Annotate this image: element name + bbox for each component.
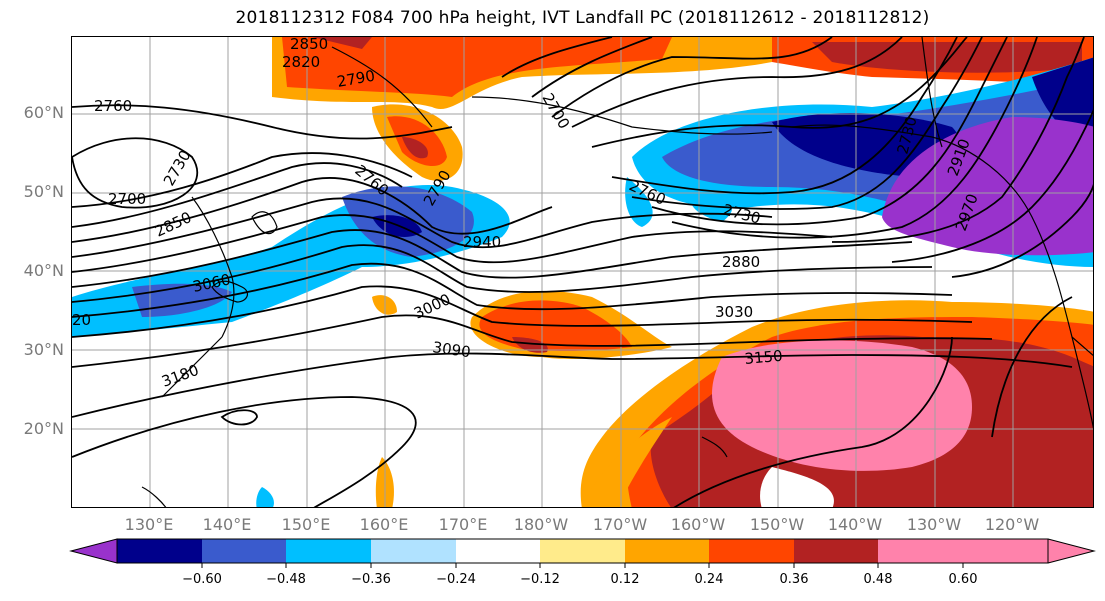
lat-label: 30°N xyxy=(23,340,64,359)
colorbar-tick-label: 0.36 xyxy=(779,572,809,587)
colorbar-arrow-right xyxy=(963,539,1094,563)
colorbar-bin xyxy=(540,539,625,563)
lon-label: 170°W xyxy=(592,515,648,534)
lon-label: 130°E xyxy=(124,515,174,534)
colorbar-tick-label: −0.24 xyxy=(436,572,476,587)
lon-label: 150°E xyxy=(281,515,331,534)
colorbar-bin xyxy=(878,539,963,563)
contour-label: 2730 xyxy=(160,147,195,189)
map-canvas: 2850 2820 2790 2760 2700 2730 2790 2760 … xyxy=(72,37,1093,507)
colorbar-tick-label: −0.48 xyxy=(266,572,306,587)
colorbar-bin xyxy=(709,539,794,563)
contour-label: 3150 xyxy=(744,347,784,368)
contour-label: 3180 xyxy=(159,361,201,391)
colorbar-bin xyxy=(625,539,709,563)
contour-label: 2820 xyxy=(282,53,320,71)
lon-label: 150°W xyxy=(749,515,805,534)
lon-label: 180°W xyxy=(513,515,569,534)
colorbar-bin xyxy=(794,539,878,563)
map-title: 2018112312 F084 700 hPa height, IVT Land… xyxy=(235,8,930,28)
colorbar-tick-label: 0.24 xyxy=(694,572,724,587)
lon-label: 140°E xyxy=(202,515,252,534)
map-panel: 2850 2820 2790 2760 2700 2730 2790 2760 … xyxy=(71,36,1094,508)
lon-label: 160°W xyxy=(670,515,726,534)
contour-label: 2760 xyxy=(94,97,132,115)
colorbar-tick-label: 0.60 xyxy=(948,572,978,587)
colorbar-tick-label: 0.48 xyxy=(863,572,893,587)
colorbar-bin xyxy=(286,539,371,563)
contour-label: 3030 xyxy=(715,303,753,321)
lon-label: 140°W xyxy=(827,515,883,534)
colorbar-bin xyxy=(202,539,286,563)
colorbar-bin xyxy=(371,539,456,563)
colorbar-arrow-left xyxy=(69,538,118,564)
contour-label: 2700 xyxy=(539,90,574,132)
colorbar-bin xyxy=(117,539,202,563)
contour-label: 2880 xyxy=(722,253,760,271)
lon-label: 120°W xyxy=(984,515,1040,534)
height-contours xyxy=(72,37,1093,507)
lon-label: 170°E xyxy=(438,515,488,534)
contour-label: 2700 xyxy=(108,190,146,208)
contour-label: 2850 xyxy=(290,37,328,53)
lat-label: 60°N xyxy=(23,103,64,122)
contour-label: 2940 xyxy=(463,233,501,251)
colorbar-bin xyxy=(456,539,540,563)
lon-label: 160°E xyxy=(359,515,409,534)
lat-label: 20°N xyxy=(23,419,64,438)
lat-label: 40°N xyxy=(23,261,64,280)
lat-label: 50°N xyxy=(23,182,64,201)
shaded-fields xyxy=(72,37,1093,507)
lon-label: 130°W xyxy=(906,515,962,534)
colorbar-tick-label: −0.12 xyxy=(520,572,560,587)
contour-label: 20 xyxy=(72,311,91,329)
contour-label: 3090 xyxy=(431,338,471,361)
colorbar-tick-label: 0.12 xyxy=(610,572,640,587)
grid xyxy=(72,37,1093,507)
colorbar-tick-label: −0.60 xyxy=(182,572,222,587)
colorbar-tick-label: −0.36 xyxy=(351,572,391,587)
